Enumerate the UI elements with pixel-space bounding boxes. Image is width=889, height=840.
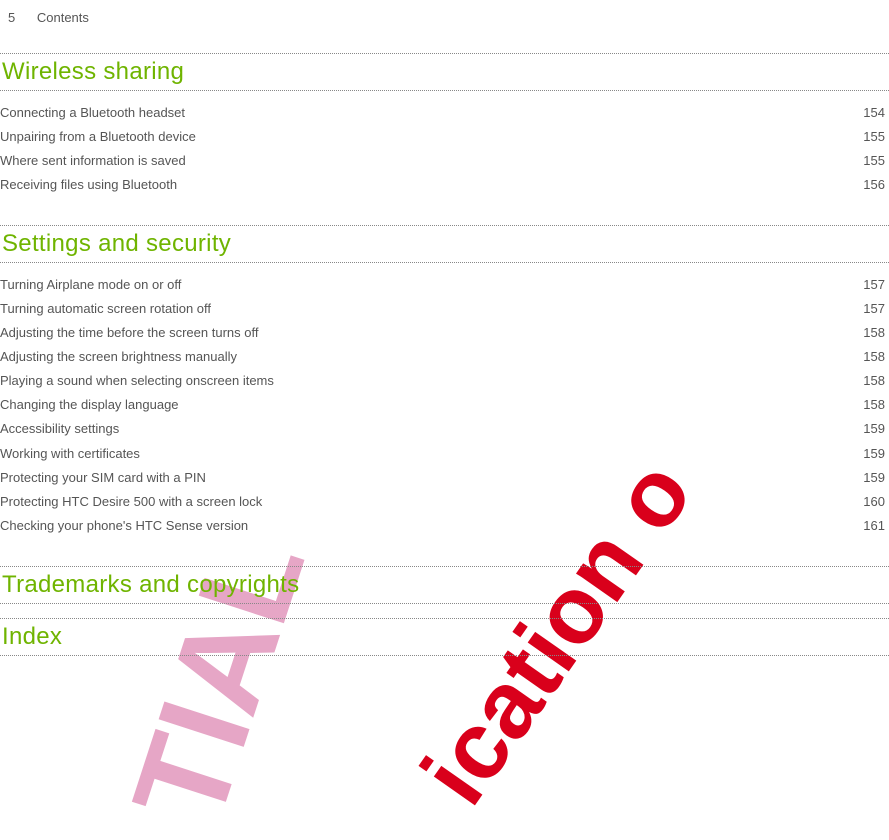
toc-label: Adjusting the screen brightness manually <box>0 345 863 369</box>
toc-row[interactable]: Protecting your SIM card with a PIN 159 <box>0 466 889 490</box>
section-title-index[interactable]: Index <box>0 619 889 655</box>
toc-label: Checking your phone's HTC Sense version <box>0 514 863 538</box>
toc-row[interactable]: Changing the display language 158 <box>0 393 889 417</box>
toc-label: Connecting a Bluetooth headset <box>0 101 863 125</box>
toc-label: Working with certificates <box>0 442 863 466</box>
toc-label: Unpairing from a Bluetooth device <box>0 125 863 149</box>
header-page-number: 5 <box>8 10 15 25</box>
toc-label: Playing a sound when selecting onscreen … <box>0 369 863 393</box>
toc-page: 158 <box>863 345 889 369</box>
toc-row[interactable]: Receiving files using Bluetooth 156 <box>0 173 889 197</box>
toc-row[interactable]: Playing a sound when selecting onscreen … <box>0 369 889 393</box>
toc-label: Accessibility settings <box>0 417 863 441</box>
toc-row[interactable]: Working with certificates 159 <box>0 442 889 466</box>
toc-row[interactable]: Checking your phone's HTC Sense version … <box>0 514 889 538</box>
toc-label: Protecting HTC Desire 500 with a screen … <box>0 490 863 514</box>
toc-page: 159 <box>863 466 889 490</box>
toc-page: 160 <box>863 490 889 514</box>
toc-page: 155 <box>863 149 889 173</box>
toc-page: 157 <box>863 273 889 297</box>
section-title-trademarks[interactable]: Trademarks and copyrights <box>0 567 889 603</box>
toc-row[interactable]: Unpairing from a Bluetooth device 155 <box>0 125 889 149</box>
toc-page: 159 <box>863 417 889 441</box>
toc-row[interactable]: Turning Airplane mode on or off 157 <box>0 273 889 297</box>
toc-label: Protecting your SIM card with a PIN <box>0 466 863 490</box>
toc-list-wireless: Connecting a Bluetooth headset 154 Unpai… <box>0 101 889 197</box>
toc-row[interactable]: Turning automatic screen rotation off 15… <box>0 297 889 321</box>
section-title-settings-security[interactable]: Settings and security <box>0 226 889 262</box>
toc-label: Receiving files using Bluetooth <box>0 173 863 197</box>
section-trademarks: Trademarks and copyrights <box>0 566 889 604</box>
toc-page: 158 <box>863 369 889 393</box>
section-index: Index <box>0 618 889 656</box>
toc-label: Turning Airplane mode on or off <box>0 273 863 297</box>
toc-row[interactable]: Adjusting the screen brightness manually… <box>0 345 889 369</box>
header: 5 Contents <box>0 0 889 25</box>
section-wireless-sharing: Wireless sharing Connecting a Bluetooth … <box>0 53 889 197</box>
toc-page: 158 <box>863 321 889 345</box>
toc-page: 159 <box>863 442 889 466</box>
toc-label: Adjusting the time before the screen tur… <box>0 321 863 345</box>
toc-list-settings: Turning Airplane mode on or off 157 Turn… <box>0 273 889 538</box>
toc-label: Changing the display language <box>0 393 863 417</box>
toc-row[interactable]: Adjusting the time before the screen tur… <box>0 321 889 345</box>
header-section-label: Contents <box>37 10 89 25</box>
section-settings-security: Settings and security Turning Airplane m… <box>0 225 889 538</box>
toc-page: 158 <box>863 393 889 417</box>
toc-label: Turning automatic screen rotation off <box>0 297 863 321</box>
toc-row[interactable]: Accessibility settings 159 <box>0 417 889 441</box>
toc-page: 157 <box>863 297 889 321</box>
toc-page: 155 <box>863 125 889 149</box>
toc-label: Where sent information is saved <box>0 149 863 173</box>
toc-row[interactable]: Where sent information is saved 155 <box>0 149 889 173</box>
section-title-wireless-sharing[interactable]: Wireless sharing <box>0 54 889 90</box>
toc-page: 161 <box>863 514 889 538</box>
toc-row[interactable]: Protecting HTC Desire 500 with a screen … <box>0 490 889 514</box>
toc-page: 156 <box>863 173 889 197</box>
toc-row[interactable]: Connecting a Bluetooth headset 154 <box>0 101 889 125</box>
toc-page: 154 <box>863 101 889 125</box>
